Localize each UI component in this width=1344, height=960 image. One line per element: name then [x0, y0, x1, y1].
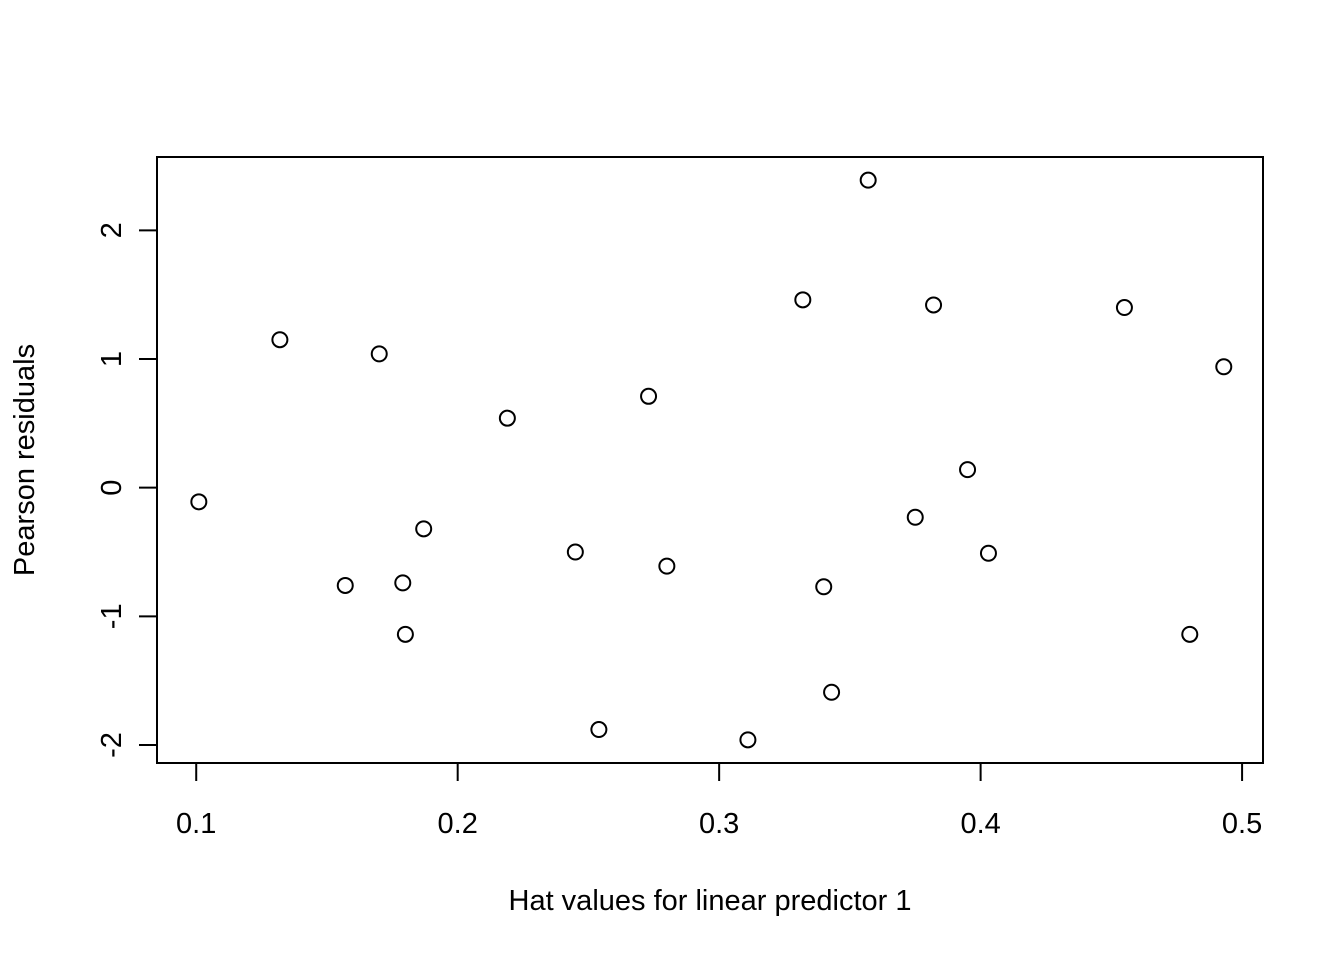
data-point [794, 291, 812, 309]
y-axis: -2 -1 0 1 2 [96, 222, 158, 758]
data-point [271, 331, 289, 349]
data-point [1215, 358, 1233, 376]
data-point [859, 171, 877, 189]
y-tick-label: 1 [96, 351, 128, 367]
x-tick-label: 0.4 [960, 808, 1000, 840]
y-tick-label: 2 [96, 222, 128, 238]
x-tick-label: 0.5 [1222, 808, 1262, 840]
data-point [906, 508, 924, 526]
data-point [640, 387, 658, 405]
data-point [1115, 299, 1133, 317]
data-point [336, 576, 354, 594]
data-points [190, 171, 1233, 749]
data-point [498, 409, 516, 427]
data-point [370, 345, 388, 363]
data-point [979, 544, 997, 562]
data-point [739, 731, 757, 749]
data-point [959, 461, 977, 479]
data-point [396, 625, 414, 643]
data-point [1181, 625, 1199, 643]
y-axis-title: Pearson residuals [9, 344, 41, 576]
plot-frame [156, 156, 1264, 764]
data-point [658, 557, 676, 575]
data-point [823, 683, 841, 701]
x-tick-label: 0.3 [699, 808, 739, 840]
data-point [590, 721, 608, 739]
data-point [190, 493, 208, 511]
x-axis-title: Hat values for linear predictor 1 [509, 885, 912, 917]
y-tick-label: -2 [96, 732, 128, 758]
x-tick-label: 0.2 [438, 808, 478, 840]
data-point [925, 296, 943, 314]
data-point [394, 574, 412, 592]
data-point [415, 520, 433, 538]
y-tick-label: 0 [96, 480, 128, 496]
x-tick-label: 0.1 [176, 808, 216, 840]
x-axis: 0.1 0.2 0.3 0.4 0.5 [176, 762, 1262, 840]
data-point [566, 543, 584, 561]
y-tick-label: -1 [96, 603, 128, 629]
data-point [815, 578, 833, 596]
